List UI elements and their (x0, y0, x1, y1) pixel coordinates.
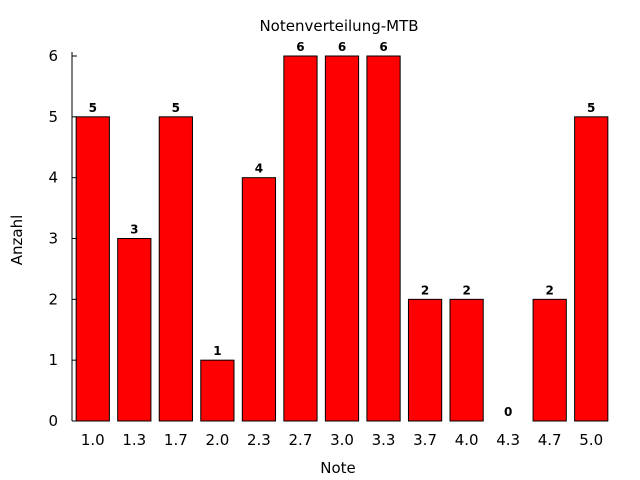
bar-1.7 (158, 116, 193, 422)
x-tick-label-2.3: 2.3 (247, 431, 271, 449)
data-label-3.3: 6 (379, 40, 387, 54)
bar-1.0 (75, 116, 110, 422)
data-label-3.7: 2 (421, 283, 429, 297)
data-label-4.3: 0 (504, 405, 512, 419)
x-axis-title: Note (320, 459, 356, 477)
y-tick-label-6: 6 (48, 47, 58, 65)
x-tick-label-4.7: 4.7 (538, 431, 562, 449)
data-label-1.7: 5 (172, 101, 180, 115)
y-axis-title: Anzahl (8, 215, 26, 266)
data-label-3.0: 6 (338, 40, 346, 54)
data-label-2.3: 4 (255, 162, 263, 176)
data-labels-group: 5 3 5 1 4 6 6 6 2 2 0 2 5 (89, 40, 596, 419)
bar-3.0 (324, 55, 360, 422)
y-tick-label-0: 0 (48, 412, 58, 430)
x-tick-label-2.7: 2.7 (289, 431, 313, 449)
bar-2.0 (200, 359, 235, 422)
x-tick-label-4.3: 4.3 (496, 431, 520, 449)
x-tick-label-3.3: 3.3 (372, 431, 396, 449)
x-tick-label-1.0: 1.0 (81, 431, 105, 449)
bars-group (75, 55, 609, 422)
y-tick-label-3: 3 (48, 230, 58, 248)
x-tick-label-2.0: 2.0 (205, 431, 229, 449)
data-label-2.7: 6 (296, 40, 304, 54)
x-tick-label-5.0: 5.0 (579, 431, 603, 449)
x-tick-label-3.7: 3.7 (413, 431, 437, 449)
x-tick-label-3.0: 3.0 (330, 431, 354, 449)
y-axis: 0 1 2 3 4 5 6 (48, 47, 77, 430)
y-tick-label-5: 5 (48, 108, 58, 126)
bar-4.7 (532, 298, 567, 422)
bar-2.3 (241, 177, 277, 422)
y-tick-label-2: 2 (48, 290, 58, 308)
x-tick-label-1.3: 1.3 (122, 431, 146, 449)
y-tick-label-1: 1 (48, 351, 58, 369)
bar-2.7 (283, 55, 318, 422)
bar-4.0 (449, 298, 484, 422)
bar-1.3 (117, 238, 152, 422)
data-label-1.3: 3 (130, 223, 138, 237)
x-axis: 1.0 1.3 1.7 2.0 2.3 2.7 3.0 3.3 3.7 4.0 4.3 4.7 5.0 (81, 431, 603, 449)
chart-title: Notenverteilung-MTB (259, 17, 418, 35)
bar-3.7 (407, 298, 443, 422)
x-tick-label-1.7: 1.7 (164, 431, 188, 449)
bar-5.0 (574, 116, 609, 422)
bar-3.3 (366, 55, 401, 422)
data-label-4.0: 2 (462, 283, 470, 297)
x-tick-label-4.0: 4.0 (455, 431, 479, 449)
data-label-4.7: 2 (546, 283, 554, 297)
y-tick-label-4: 4 (48, 169, 58, 187)
data-label-2.0: 1 (213, 344, 221, 358)
data-label-1.0: 5 (89, 101, 97, 115)
data-label-5.0: 5 (587, 101, 595, 115)
